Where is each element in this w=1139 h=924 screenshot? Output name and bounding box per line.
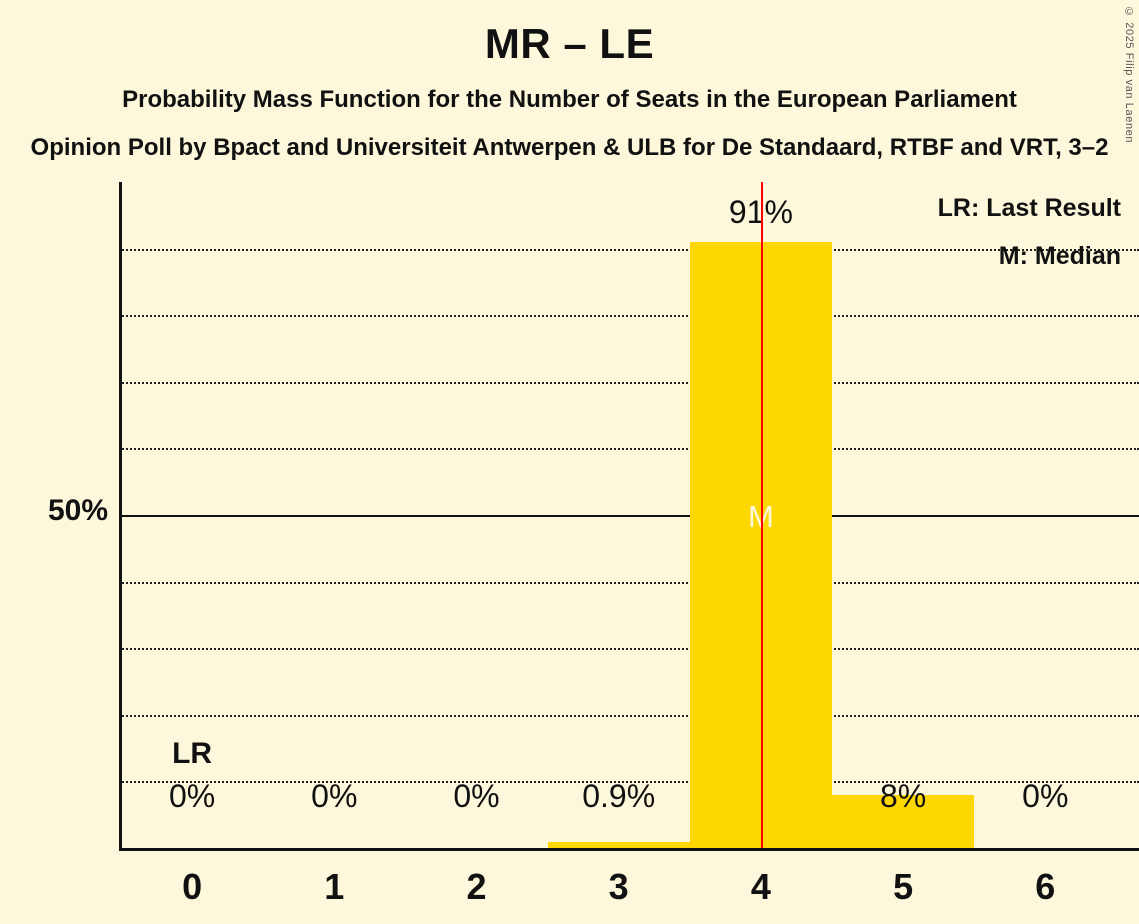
y-axis-labels: 50%: [0, 182, 108, 848]
bar-seat-5: [832, 794, 975, 848]
copyright-notice: © 2025 Filip van Laenen: [1123, 6, 1135, 144]
gridline-50: [119, 515, 1139, 517]
gridline-70: [119, 381, 1139, 384]
gridline-60: [119, 448, 1139, 451]
y-axis-tick-label: 50%: [47, 494, 108, 527]
value-label-seat-1: 0%: [311, 778, 358, 814]
value-label-seat-0: 0%: [168, 778, 216, 814]
x-axis-tick-label-6: 6: [1035, 866, 1056, 907]
gridline-30: [119, 648, 1139, 651]
gridline-10: [119, 781, 1139, 784]
x-axis-tick-label-3: 3: [608, 866, 629, 907]
gridline-20: [119, 714, 1139, 717]
plot-area: M 0% LR 0% 0% 0.9% 91% 8% 0%: [119, 182, 1139, 851]
chart-source-subtitle: Opinion Poll by Bpact and Universiteit A…: [30, 134, 1109, 161]
value-label-seat-5: 8%: [879, 778, 927, 814]
median-marker: M: [690, 499, 832, 535]
chart-header: MR – LE Probability Mass Function for th…: [0, 0, 1139, 182]
last-result-line: [760, 182, 763, 848]
x-axis-labels: 0 1 2 3 4 5 6: [119, 856, 1139, 924]
legend-item-median: M: Median: [998, 242, 1121, 270]
x-axis-tick-label-1: 1: [324, 866, 345, 907]
x-axis-tick-label-5: 5: [893, 866, 914, 907]
x-axis-tick-label-2: 2: [466, 866, 487, 907]
page-title: MR – LE: [484, 20, 655, 67]
x-axis-tick-label-4: 4: [750, 866, 771, 907]
gridline-80: [119, 315, 1139, 318]
value-label-seat-4: 91%: [728, 193, 793, 230]
chart-legend: LR: Last Result M: Median: [938, 184, 1121, 280]
legend-item-last-result: LR: Last Result: [937, 194, 1121, 222]
bar-seat-3: [547, 842, 690, 848]
gridline-40: [119, 581, 1139, 584]
value-label-seat-6: 0%: [1022, 778, 1069, 814]
x-axis-line: [119, 848, 1139, 851]
x-axis-tick-label-0: 0: [182, 866, 203, 907]
value-label-seat-2: 0%: [453, 778, 500, 814]
value-label-seat-3: 0.9%: [582, 778, 656, 814]
gridline-90: [119, 248, 1139, 251]
chart-subtitle: Probability Mass Function for the Number…: [122, 86, 1017, 113]
y-axis-line: [119, 182, 122, 848]
last-result-marker: LR: [172, 737, 213, 771]
